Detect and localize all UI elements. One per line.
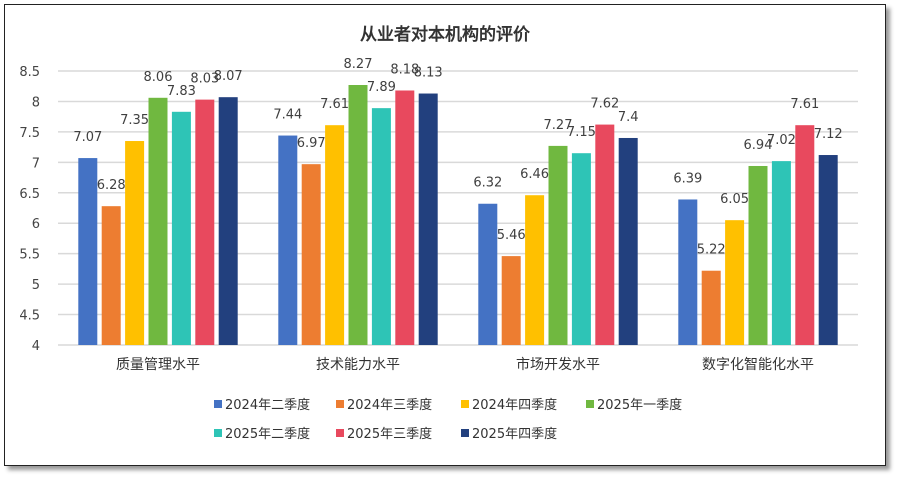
y-tick-label: 5 [32,278,40,293]
bar [371,108,391,346]
bar [218,97,238,345]
data-label: 6.28 [97,178,126,193]
bar [771,161,791,345]
data-label: 7.89 [367,80,396,95]
bar [125,141,145,345]
y-tick-label: 7.5 [19,126,40,141]
legend-label: 2025年二季度 [225,426,310,442]
legend-label: 2025年三季度 [347,426,432,442]
legend-swatch [586,400,594,408]
data-label: 5.22 [697,243,726,258]
bar [348,85,368,345]
bar [501,256,521,345]
y-tick-label: 7 [32,156,40,171]
legend-swatch [336,429,344,437]
data-label: 8.13 [414,66,443,81]
bar [148,97,168,346]
data-label: 7.12 [814,127,843,142]
x-tick-label: 数字化智能化水平 [702,357,814,373]
legend-swatch [336,400,344,408]
data-label: 7.27 [544,118,573,133]
legend-label: 2025年一季度 [597,397,682,413]
data-label: 8.27 [344,57,373,72]
data-label: 7.83 [167,84,196,99]
bar [795,125,815,346]
data-label: 7.35 [120,113,149,128]
data-label: 7.44 [273,108,302,123]
bar [395,90,415,346]
data-label: 6.39 [673,171,702,186]
bar [748,165,768,345]
data-label: 7.07 [73,130,102,145]
bar [78,158,98,345]
x-tick-label: 技术能力水平 [316,357,400,373]
data-label: 8.06 [144,70,173,85]
bar [678,199,698,345]
bar [301,164,321,345]
bar [325,125,345,346]
bar [195,99,215,346]
legend-label: 2024年四季度 [472,397,557,413]
bar [818,155,838,345]
y-tick-label: 5.5 [19,248,40,263]
x-tick-label: 质量管理水平 [116,357,200,373]
bar [618,137,638,345]
data-label: 6.32 [473,176,502,191]
y-tick-label: 4 [32,339,40,354]
data-label: 7.61 [320,97,349,112]
y-tick-label: 6 [32,217,40,232]
data-label: 6.05 [720,192,749,207]
data-label: 6.97 [297,136,326,151]
data-label: 6.94 [744,138,773,153]
y-tick-label: 6.5 [19,187,40,202]
data-label: 7.62 [590,97,619,112]
legend-label: 2024年二季度 [225,397,310,413]
y-tick-label: 4.5 [19,309,40,324]
data-label: 7.15 [567,125,596,140]
bar [725,220,745,345]
bar [478,203,498,345]
data-label: 8.07 [214,69,243,84]
legend-label: 2024年三季度 [347,397,432,413]
data-label: 8.18 [390,62,419,77]
bar [525,195,545,345]
bar [595,124,615,346]
data-label: 7.4 [618,110,639,125]
x-tick-label: 市场开发水平 [516,356,600,373]
legend-label: 2025年四季度 [472,426,557,442]
data-label: 8.03 [190,72,219,87]
data-label: 5.46 [497,228,526,243]
bar [701,270,721,345]
bar [571,153,591,345]
bar [548,145,568,345]
bar [278,135,298,345]
bar [101,206,121,345]
legend-swatch [214,429,222,437]
chart-title: 从业者对本机构的评价 [360,24,531,45]
bar [418,93,438,345]
legend-swatch [214,400,222,408]
y-tick-label: 8.5 [19,65,40,80]
data-label: 6.46 [520,167,549,182]
bar [171,111,191,345]
legend-swatch [461,400,469,408]
legend-swatch [461,429,469,437]
y-tick-label: 8 [32,95,40,110]
data-label: 7.61 [790,97,819,112]
data-label: 7.02 [767,133,796,148]
